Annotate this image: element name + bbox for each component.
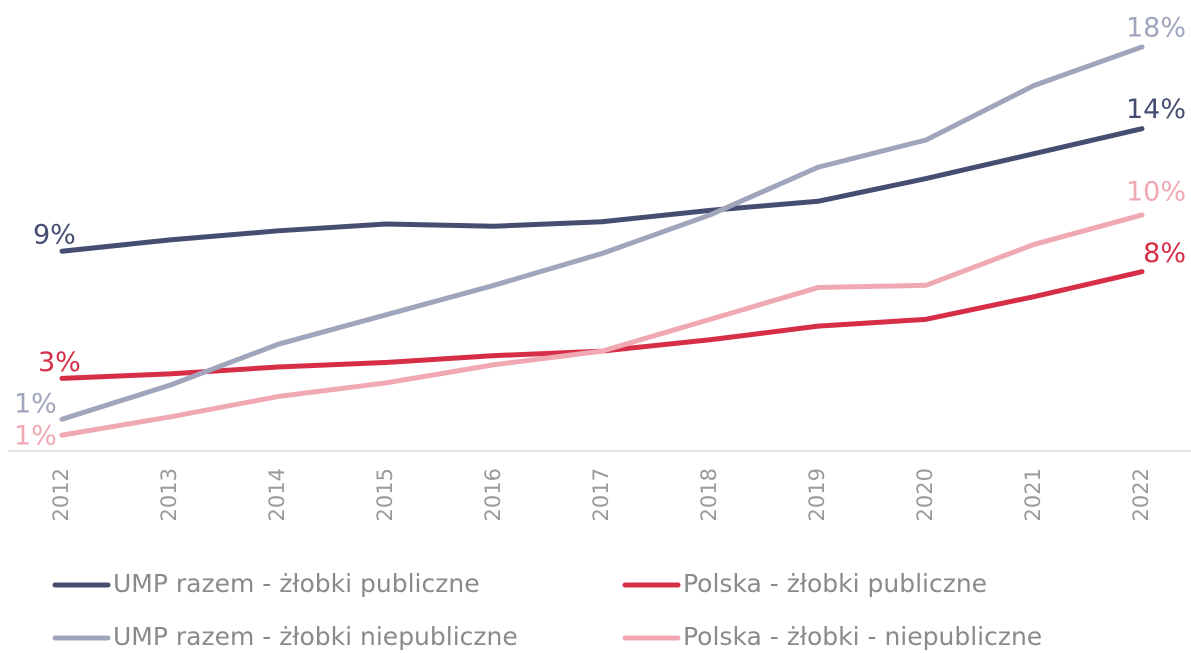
data-label: 8% [1143, 238, 1186, 269]
x-tick-label: 2013 [157, 468, 181, 521]
legend-label: UMP razem - żłobki niepubliczne [113, 622, 518, 651]
data-label: 3% [38, 347, 81, 378]
series-line [59, 126, 1145, 254]
x-tick-label: 2021 [1021, 468, 1045, 521]
x-tick-label: 2020 [913, 468, 937, 521]
x-tick-label: 2017 [589, 468, 613, 521]
legend-label: Polska - żłobki publiczne [683, 569, 987, 598]
x-tick-label: 2016 [481, 468, 505, 521]
legend-label: Polska - żłobki - niepubliczne [683, 622, 1042, 651]
series-line [59, 212, 1145, 438]
data-label: 14% [1126, 94, 1186, 125]
data-label: 10% [1126, 176, 1186, 207]
data-label: 1% [14, 389, 57, 420]
x-tick-label: 2014 [265, 468, 289, 521]
x-tick-label: 2012 [49, 468, 73, 521]
legend-label: UMP razem - żłobki publiczne [113, 569, 480, 598]
x-tick-label: 2018 [697, 468, 721, 521]
data-label: 9% [33, 220, 76, 251]
series-line [59, 44, 1145, 422]
data-label: 18% [1126, 12, 1186, 43]
x-tick-label: 2015 [373, 468, 397, 521]
x-tick-label: 2019 [805, 468, 829, 521]
x-tick-label: 2022 [1129, 468, 1153, 521]
data-label: 1% [14, 421, 57, 452]
